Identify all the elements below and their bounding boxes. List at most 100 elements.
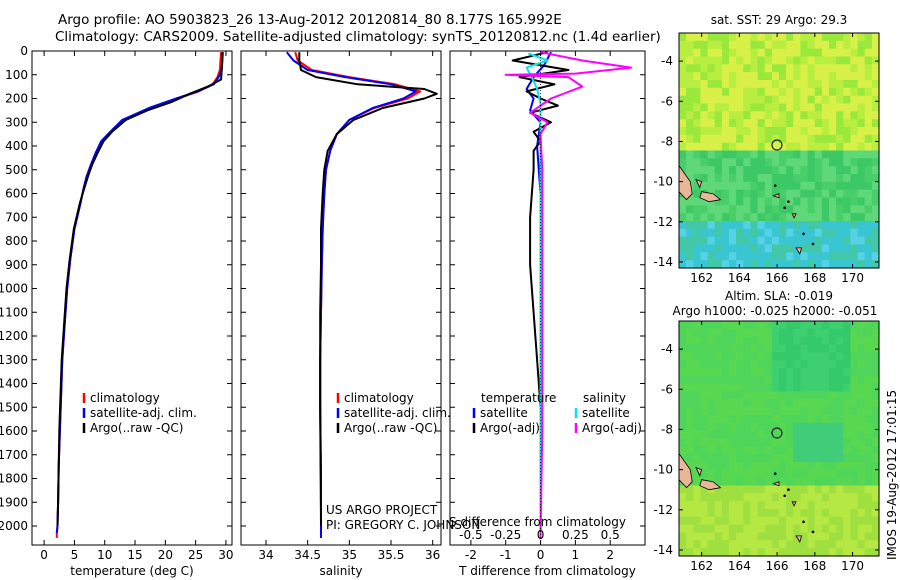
map-cell <box>721 103 730 112</box>
map-cell <box>786 469 794 479</box>
map-cell <box>779 477 787 487</box>
map-cell <box>693 375 701 385</box>
map-cell <box>679 260 687 269</box>
y-tick-label: 400 <box>5 139 28 153</box>
map-cell <box>700 438 709 447</box>
map-cell <box>807 174 816 183</box>
map-cell <box>814 383 823 393</box>
map-cell <box>721 95 730 105</box>
map-cell <box>843 524 851 534</box>
map-cell <box>721 56 730 65</box>
map-cell <box>800 166 809 175</box>
map-cell <box>714 111 723 120</box>
map-cell <box>843 56 851 65</box>
map-cell <box>707 462 716 471</box>
map-cell <box>729 368 737 377</box>
map-cell <box>686 446 694 455</box>
map-cell <box>786 87 794 97</box>
map-cell <box>750 103 759 112</box>
map-cell <box>857 142 866 152</box>
map-cell <box>829 33 837 42</box>
map-cell <box>814 477 823 487</box>
map-cell <box>693 454 701 463</box>
map-cell <box>836 40 844 50</box>
map-cell <box>857 548 866 557</box>
map-cell <box>829 446 837 455</box>
map-cell <box>771 252 780 261</box>
map-cell <box>693 142 701 152</box>
map-cell <box>807 181 816 191</box>
map-cell <box>700 213 709 222</box>
map-cell <box>850 72 859 81</box>
map-cell <box>750 150 759 159</box>
map-cell <box>729 111 737 120</box>
map-cell <box>750 87 759 97</box>
map-cell <box>736 95 744 105</box>
map-cell <box>864 407 873 416</box>
map-cell <box>721 328 730 338</box>
map-cell <box>786 181 794 191</box>
map-cell <box>786 64 794 73</box>
map-cell <box>757 87 766 97</box>
map-cell <box>714 174 723 183</box>
map-cell <box>807 158 816 167</box>
map-cell <box>771 321 780 330</box>
map-cell <box>779 56 787 65</box>
map-cell <box>836 64 844 73</box>
map-cell <box>807 477 816 487</box>
map-cell <box>821 501 830 510</box>
map-cell <box>864 166 873 175</box>
x-tick-label: 34.5 <box>294 548 321 562</box>
map-cell <box>800 454 809 463</box>
map-cell <box>729 485 737 494</box>
map-cell <box>743 540 751 549</box>
x-tick-label: 170 <box>841 271 864 285</box>
map-cell <box>800 111 809 120</box>
map-cell <box>757 469 766 479</box>
map-cell <box>836 368 844 377</box>
map-cell <box>871 422 880 432</box>
map-cell <box>807 205 816 214</box>
map-cell <box>864 352 873 361</box>
map-cell <box>857 213 866 222</box>
map-cell <box>836 454 844 463</box>
map-cell <box>707 119 716 128</box>
map-cell <box>800 493 809 502</box>
map-cell <box>850 430 859 440</box>
map-cell <box>729 532 737 541</box>
map-cell <box>764 260 773 269</box>
map-cell <box>757 174 766 183</box>
map-cell <box>736 336 744 346</box>
map-cell <box>693 493 701 502</box>
map-cell <box>843 197 851 206</box>
map-cell <box>836 548 844 557</box>
map-cell <box>771 244 780 253</box>
map-cell <box>693 524 701 534</box>
map-cell <box>829 40 837 50</box>
map-cell <box>764 328 773 338</box>
y-tick-label: -6 <box>661 94 673 108</box>
map-cell <box>729 150 737 159</box>
map-cell <box>679 236 687 246</box>
map-cell <box>729 40 737 50</box>
map-cell <box>707 158 716 167</box>
map-cell <box>850 391 859 400</box>
map-cell <box>757 134 766 144</box>
map-cell <box>850 532 859 541</box>
map-cell <box>729 80 737 89</box>
map-cell <box>821 422 830 432</box>
y-tick-label: -6 <box>661 382 673 396</box>
map-cell <box>721 228 730 238</box>
map-cell <box>814 328 823 338</box>
map-cell <box>686 33 694 42</box>
map-cell <box>807 415 816 424</box>
map-cell <box>736 158 744 167</box>
map-cell <box>857 352 866 361</box>
map-cell <box>700 80 709 89</box>
map-cell <box>764 95 773 105</box>
map-cell <box>850 221 859 230</box>
map-cell <box>843 150 851 159</box>
map-cell <box>800 150 809 159</box>
map-cell <box>693 150 701 159</box>
map-cell <box>807 103 816 112</box>
